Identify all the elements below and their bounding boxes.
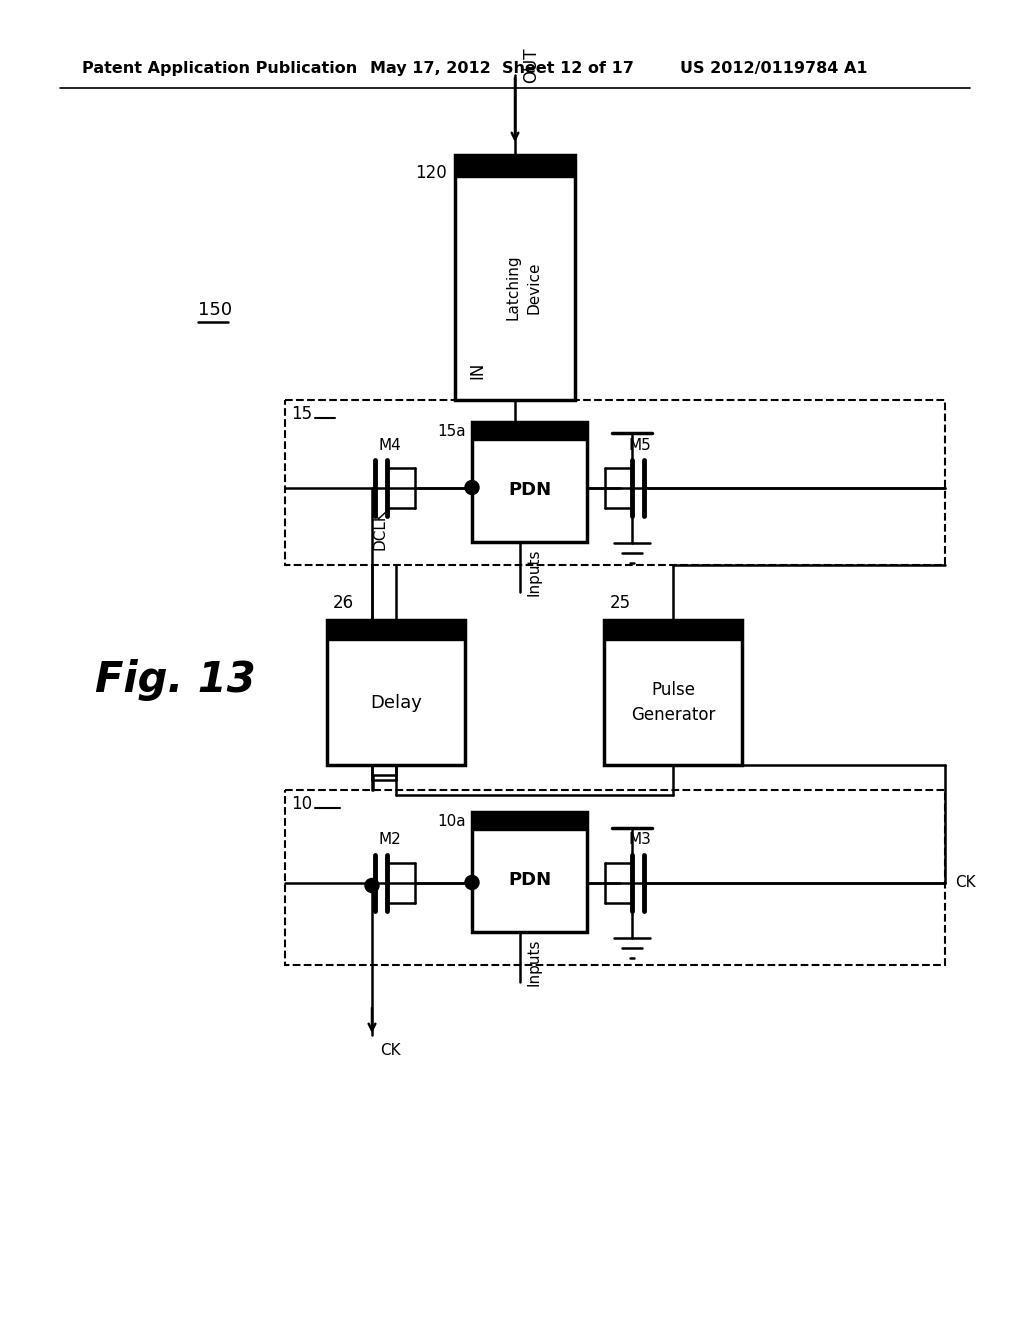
Text: PDN: PDN <box>509 480 552 499</box>
Bar <box>472 812 587 932</box>
Bar <box>472 812 587 830</box>
Text: 10a: 10a <box>437 814 466 829</box>
Text: IN: IN <box>468 362 486 379</box>
Text: Delay: Delay <box>370 693 422 711</box>
Text: 26: 26 <box>333 594 354 612</box>
Text: 15a: 15a <box>437 425 466 440</box>
Text: Pulse
Generator: Pulse Generator <box>631 681 715 723</box>
Text: Patent Application Publication: Patent Application Publication <box>82 61 357 75</box>
Bar <box>604 620 742 640</box>
Bar <box>327 620 465 766</box>
Text: M3: M3 <box>629 833 651 847</box>
Bar <box>285 400 945 565</box>
Text: May 17, 2012  Sheet 12 of 17: May 17, 2012 Sheet 12 of 17 <box>370 61 634 75</box>
Bar <box>285 789 945 965</box>
Circle shape <box>365 879 379 892</box>
Text: M4: M4 <box>379 437 401 453</box>
Text: 15: 15 <box>291 405 312 422</box>
Text: Latching
Device: Latching Device <box>505 255 541 321</box>
Bar <box>455 154 575 400</box>
Text: US 2012/0119784 A1: US 2012/0119784 A1 <box>680 61 867 75</box>
Text: 25: 25 <box>610 594 631 612</box>
Circle shape <box>465 480 479 495</box>
Text: CK: CK <box>380 1043 400 1059</box>
Bar <box>327 620 465 640</box>
Bar <box>472 422 587 440</box>
Bar <box>604 620 742 766</box>
Circle shape <box>465 875 479 890</box>
Text: OUT: OUT <box>522 48 540 83</box>
Text: NO: NO <box>480 512 502 527</box>
Text: Fig. 13: Fig. 13 <box>95 659 256 701</box>
Text: M5: M5 <box>629 437 651 453</box>
Text: 10: 10 <box>291 795 312 813</box>
Bar <box>472 422 587 543</box>
Text: DCLK: DCLK <box>373 510 387 550</box>
Bar <box>455 154 575 177</box>
Text: 150: 150 <box>198 301 232 319</box>
Text: Inputs: Inputs <box>526 548 542 595</box>
Text: 120: 120 <box>416 164 447 182</box>
Text: PDN: PDN <box>509 871 552 888</box>
Text: CK: CK <box>955 875 976 890</box>
Text: Inputs: Inputs <box>526 939 542 986</box>
Text: M2: M2 <box>379 833 401 847</box>
